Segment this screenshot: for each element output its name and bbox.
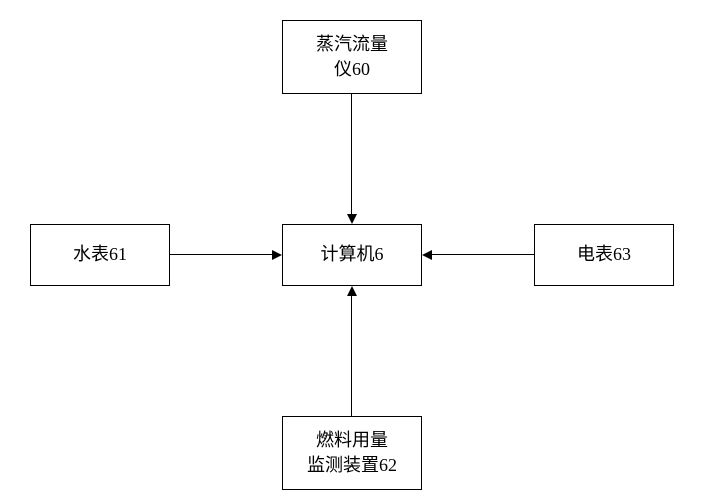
node-steam-flow-meter: 蒸汽流量 仪60 (282, 20, 422, 94)
arrow-head-up-icon (347, 286, 357, 296)
edge-left-center (170, 254, 272, 255)
node-label: 计算机6 (321, 242, 384, 267)
node-label: 蒸汽流量 仪60 (316, 32, 388, 82)
arrow-head-left-icon (422, 250, 432, 260)
node-water-meter: 水表61 (30, 224, 170, 286)
node-computer: 计算机6 (282, 224, 422, 286)
edge-top-center (351, 94, 352, 214)
arrow-head-right-icon (272, 250, 282, 260)
node-label: 燃料用量 监测装置62 (307, 428, 397, 478)
arrow-head-down-icon (347, 214, 357, 224)
node-label: 电表63 (577, 242, 631, 267)
edge-right-center (432, 254, 534, 255)
node-fuel-monitor: 燃料用量 监测装置62 (282, 416, 422, 490)
node-electric-meter: 电表63 (534, 224, 674, 286)
edge-bottom-center (351, 296, 352, 416)
node-label: 水表61 (73, 242, 127, 267)
